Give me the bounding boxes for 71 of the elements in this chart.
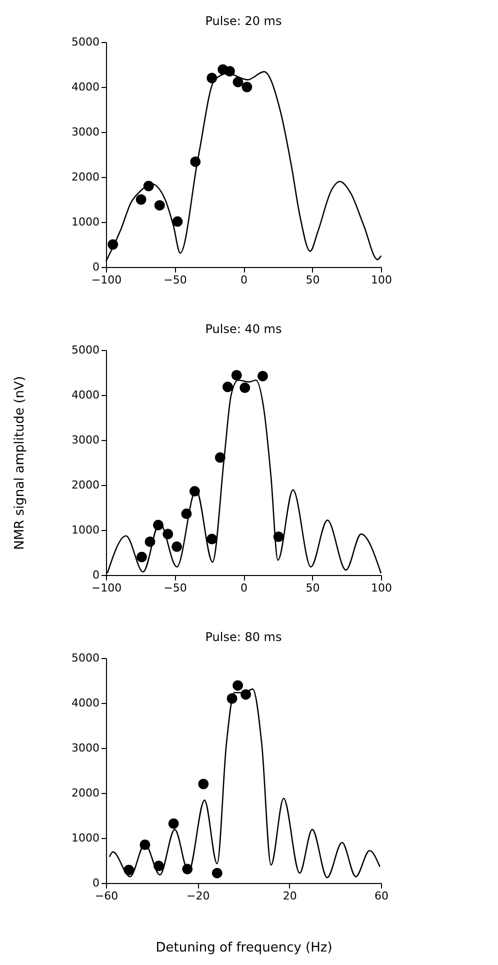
chart-title: Pulse: 40 ms	[205, 322, 282, 336]
x-tick-label: −100	[91, 582, 122, 594]
x-tick-label: −100	[91, 274, 122, 286]
point	[258, 370, 268, 382]
y-tick-label: 3000	[72, 742, 100, 754]
y-tick-label: 0	[92, 568, 100, 582]
point	[214, 452, 226, 463]
point	[190, 156, 201, 167]
y-axis-title: NMR signal amplitude (nV)	[12, 376, 28, 550]
point	[226, 693, 238, 704]
point	[153, 520, 164, 530]
point	[242, 82, 252, 92]
chart-title: Pulse: 80 ms	[205, 630, 282, 644]
point	[206, 72, 218, 84]
point	[222, 382, 233, 392]
y-tick-label: 1000	[72, 524, 100, 536]
y-tick-label: 1000	[72, 216, 100, 228]
point	[144, 536, 156, 547]
y-tick-label: 2000	[72, 478, 100, 492]
point	[136, 552, 147, 562]
y-tick-label: 5000	[72, 652, 100, 664]
y-tick-label: 5000	[72, 344, 100, 356]
point	[153, 860, 164, 872]
y-tick-label: 0	[92, 260, 100, 274]
y-tick-label: 0	[92, 876, 100, 890]
x-tick-label: 50	[306, 274, 320, 286]
x-tick-label: 20	[282, 890, 297, 902]
point	[136, 194, 146, 205]
x-tick-label: 100	[371, 274, 392, 286]
point	[162, 528, 174, 540]
y-tick-label: 4000	[72, 696, 100, 710]
point	[232, 76, 244, 88]
x-axis-title: Detuning of frequency (Hz)	[156, 940, 332, 956]
point	[172, 541, 182, 552]
x-tick-label: 50	[306, 582, 320, 594]
x-tick-label: −20	[186, 890, 210, 902]
point	[168, 818, 179, 829]
point	[182, 864, 193, 874]
x-tick-label: 100	[371, 582, 392, 594]
point	[181, 508, 192, 520]
y-tick-label: 2000	[72, 170, 100, 184]
point	[198, 778, 209, 790]
point	[189, 486, 200, 497]
point	[232, 680, 244, 691]
point	[240, 689, 252, 700]
y-tick-label: 2000	[72, 786, 100, 800]
x-tick-label: −60	[94, 890, 118, 902]
x-tick-label: −50	[164, 582, 187, 594]
x-tick-label: 0	[240, 274, 248, 286]
point	[140, 840, 150, 850]
y-tick-label: 1000	[72, 832, 100, 844]
point	[124, 864, 134, 876]
point	[224, 66, 235, 76]
point	[231, 370, 242, 380]
x-tick-label: 0	[240, 582, 248, 594]
point	[206, 534, 218, 544]
point	[172, 216, 183, 227]
y-tick-label: 4000	[72, 80, 100, 94]
point	[240, 382, 250, 394]
y-tick-label: 3000	[72, 434, 100, 446]
y-tick-label: 5000	[72, 36, 100, 48]
x-tick-label: −50	[164, 274, 187, 286]
y-tick-label: 4000	[72, 388, 100, 402]
x-tick-label: 60	[374, 890, 388, 902]
y-tick-label: 3000	[72, 126, 100, 138]
chart-title: Pulse: 20 ms	[205, 14, 282, 28]
point	[108, 239, 118, 250]
point	[273, 532, 284, 542]
point	[143, 180, 154, 192]
point	[212, 868, 222, 878]
point	[154, 200, 165, 211]
